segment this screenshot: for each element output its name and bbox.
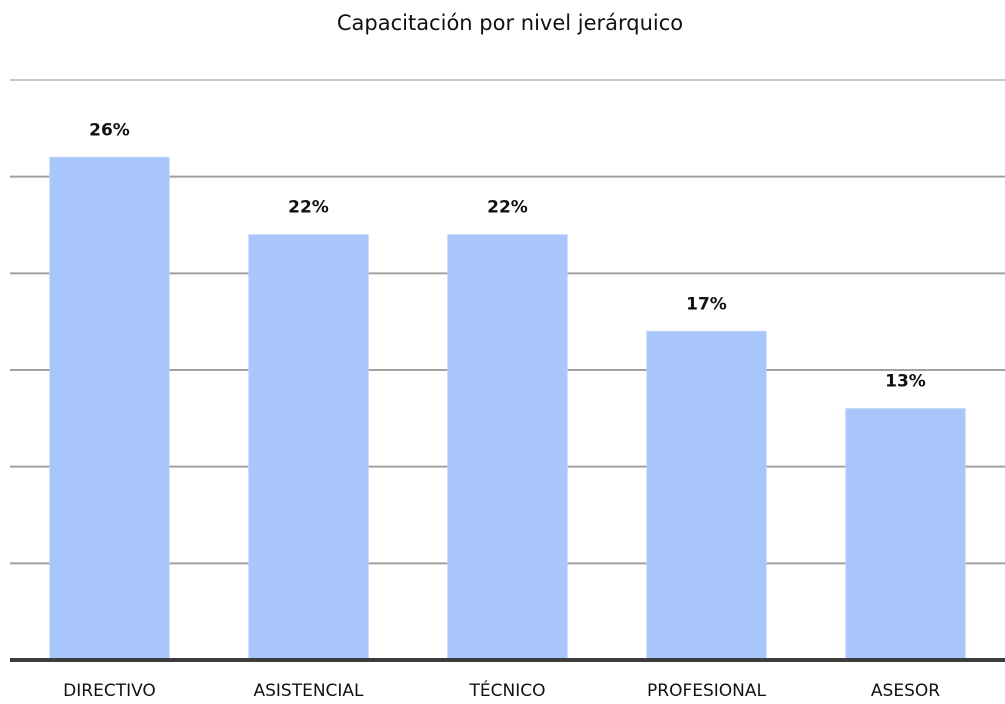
value-label: 17% (686, 294, 727, 314)
x-tick-label: DIRECTIVO (63, 681, 156, 701)
x-tick-label: TÉCNICO (469, 679, 546, 701)
bar (49, 156, 170, 661)
value-label: 26% (89, 120, 130, 140)
bar (845, 408, 966, 661)
value-label: 22% (288, 198, 329, 218)
x-tick-label: ASISTENCIAL (253, 681, 364, 701)
x-tick-label: ASESOR (871, 681, 940, 701)
chart-title: Capacitación por nivel jerárquico (337, 11, 683, 35)
bar (646, 330, 767, 661)
bar (248, 234, 369, 661)
value-label: 13% (885, 372, 926, 392)
x-tick-label: PROFESIONAL (647, 681, 766, 701)
bar (447, 234, 568, 661)
value-label: 22% (487, 198, 528, 218)
